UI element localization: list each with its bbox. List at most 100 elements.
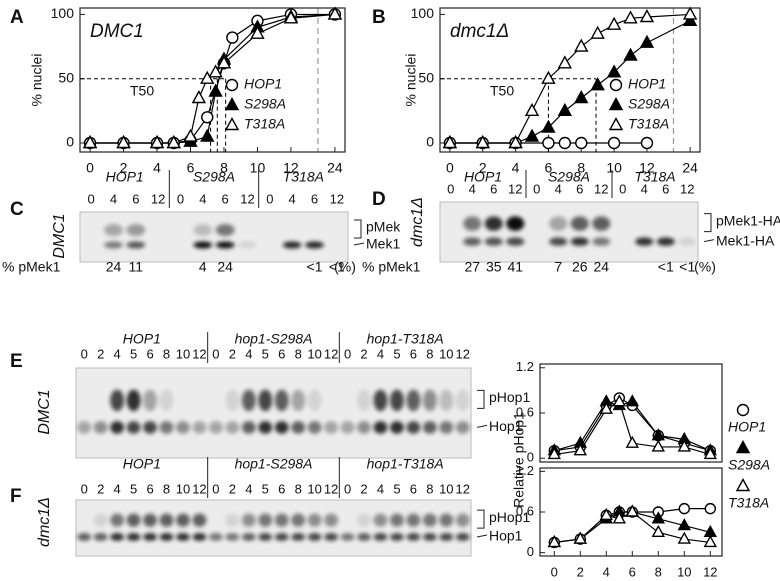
x-tick-label: 12 (639, 160, 655, 176)
marker (558, 136, 572, 150)
band-label: pMek1-HA (716, 212, 780, 228)
quant-value: 24 (106, 259, 122, 275)
band (192, 421, 207, 434)
lane-label: 6 (222, 191, 229, 206)
band (225, 513, 240, 527)
band (678, 237, 697, 246)
band (110, 389, 125, 412)
marker (524, 102, 540, 117)
band-label: pMek (366, 219, 401, 235)
group-label: S298A (548, 169, 590, 185)
band (656, 237, 675, 246)
band (439, 533, 454, 541)
x-tick-label: 10 (677, 564, 691, 579)
lane-label: 6 (278, 481, 285, 496)
quant-value: <1 (658, 259, 674, 275)
quant-value: 7 (554, 259, 562, 275)
marker (639, 9, 655, 23)
marker (703, 447, 717, 460)
group-label: hop1-T318A (367, 456, 444, 472)
quant-value: 27 (464, 259, 480, 275)
lane-label: 4 (245, 346, 252, 361)
series-line (554, 400, 711, 452)
band (159, 389, 174, 412)
marker (639, 34, 655, 48)
lane-label: 12 (240, 191, 254, 206)
legend-label: HOP1 (244, 76, 282, 92)
band (506, 216, 525, 231)
lane-label: 6 (410, 346, 417, 361)
lane-label: 2 (360, 346, 367, 361)
marker (651, 524, 665, 538)
band-pointer (476, 424, 488, 428)
marker (625, 435, 639, 448)
marker (82, 135, 98, 149)
band (104, 241, 123, 249)
lane-label: 10 (176, 481, 190, 496)
strain-label: DMC1 (51, 213, 68, 258)
band-label: pHop1 (489, 509, 530, 525)
band (570, 237, 589, 246)
lane-label: 0 (81, 481, 88, 496)
band (324, 421, 339, 434)
marker (201, 111, 214, 124)
marker (573, 531, 587, 544)
marker (200, 70, 215, 84)
lane-label: 8 (163, 481, 170, 496)
band (291, 513, 306, 527)
lane-label: 6 (278, 346, 285, 361)
plot-frame (439, 7, 701, 153)
lane-label: 4 (469, 181, 476, 196)
marker (599, 401, 613, 414)
group-label: hop1-T318A (367, 331, 444, 347)
legend-label: HOP1 (728, 419, 766, 435)
marker (678, 502, 690, 515)
band (104, 224, 123, 236)
band-pointer (703, 239, 715, 243)
band (258, 389, 273, 412)
blot-membrane (439, 201, 699, 263)
y-tick-label: 1.2 (516, 463, 534, 478)
lane-label: 5 (262, 346, 269, 361)
band (159, 533, 174, 541)
band (193, 224, 213, 236)
lane-label: 4 (114, 481, 121, 496)
quant-value: <1 (679, 259, 695, 275)
quant-value: <1 (329, 259, 345, 275)
band (549, 216, 568, 231)
marker (625, 504, 639, 517)
group-label: T318A (283, 169, 324, 185)
band (463, 237, 482, 246)
band (390, 513, 404, 527)
lane-label: 8 (163, 346, 170, 361)
blot-membrane (75, 367, 472, 459)
marker (677, 531, 691, 544)
band (357, 421, 371, 434)
marker (574, 90, 589, 104)
lane-label: 12 (680, 181, 694, 196)
lane-label: 12 (330, 191, 344, 206)
lane-label: 4 (555, 181, 562, 196)
group-label: hop1-S298A (235, 331, 313, 347)
band (176, 533, 190, 541)
band (225, 421, 240, 434)
x-tick-label: 8 (655, 564, 662, 579)
marker (651, 439, 665, 452)
band (484, 216, 503, 231)
lane-label: 0 (619, 181, 626, 196)
lane-label: 5 (393, 481, 400, 496)
band (238, 241, 257, 249)
band (373, 513, 388, 527)
y-tick-label: 50 (58, 69, 74, 85)
lane-label: 2 (97, 481, 104, 496)
lane-label: 6 (662, 181, 669, 196)
lane-label: 4 (377, 346, 384, 361)
lane-label: 12 (324, 481, 338, 496)
band (241, 533, 256, 541)
t50-label: T50 (130, 82, 154, 98)
marker (547, 535, 561, 548)
band (291, 389, 306, 412)
x-tick-label: 8 (577, 160, 585, 176)
